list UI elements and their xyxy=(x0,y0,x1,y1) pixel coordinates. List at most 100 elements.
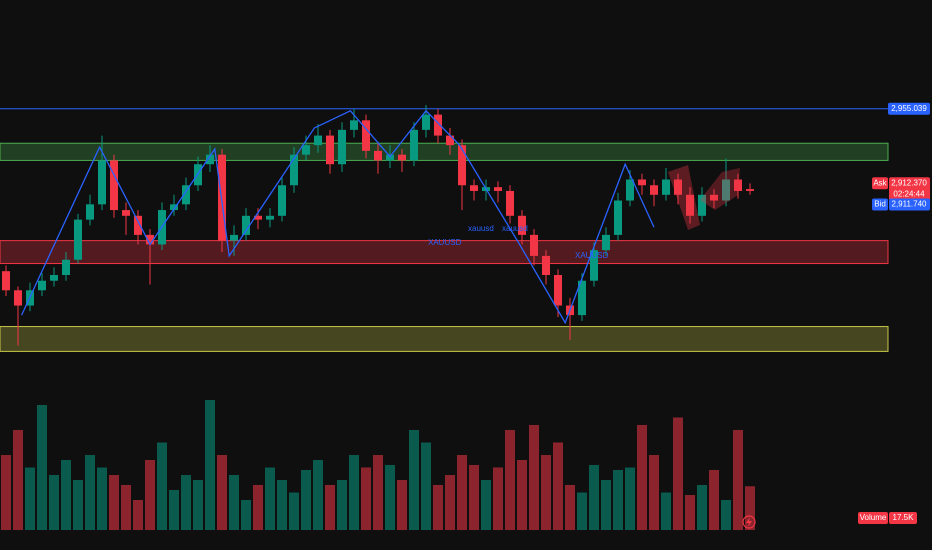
volume-bar xyxy=(85,455,95,530)
volume-bar xyxy=(313,460,323,530)
volume-bar xyxy=(685,495,695,530)
annotation: XAUUSD xyxy=(428,238,462,247)
volume-name-tag xyxy=(858,512,888,524)
candle-body xyxy=(110,160,118,211)
candle-body xyxy=(698,194,706,216)
volume-bar xyxy=(721,500,731,530)
volume-bar xyxy=(541,455,551,530)
volume-bar xyxy=(397,480,407,530)
candle-body xyxy=(746,189,754,191)
candle-body xyxy=(710,194,718,201)
candle-body xyxy=(614,200,622,235)
volume-bar xyxy=(217,455,227,530)
candle-body xyxy=(86,204,94,220)
volume-pane xyxy=(1,400,755,530)
candle-body xyxy=(602,234,610,251)
candle-body xyxy=(146,234,154,245)
volume-bar xyxy=(577,492,587,530)
zone xyxy=(0,142,889,161)
annotation: xauusd xyxy=(502,224,528,233)
candle-body xyxy=(530,234,538,256)
volume-bar xyxy=(445,475,455,530)
lightning xyxy=(746,517,752,527)
level-tag xyxy=(888,102,930,115)
volume-bar xyxy=(145,460,155,530)
candle-body xyxy=(470,185,478,191)
volume-bar xyxy=(613,470,623,530)
volume-bar xyxy=(325,485,335,530)
volume-label: 17.5K xyxy=(893,513,915,522)
candle-body xyxy=(506,190,514,216)
arrow-drawing xyxy=(668,165,700,230)
candle-body xyxy=(722,179,730,201)
volume-bar xyxy=(241,500,251,530)
volume-bar xyxy=(157,442,167,530)
candle-body xyxy=(242,215,250,235)
ask-price-tag xyxy=(889,177,930,190)
zigzag xyxy=(21,109,655,325)
volume-bar xyxy=(133,500,143,530)
countdown: 02:24:44 xyxy=(893,189,925,198)
volume-bar xyxy=(649,455,659,530)
candle-body xyxy=(542,255,550,275)
volume-name: Volume xyxy=(860,513,887,522)
candle-body xyxy=(398,154,406,161)
candle-body xyxy=(578,280,586,316)
bid-label: 2,911.740 xyxy=(892,200,928,209)
volume-bar xyxy=(661,492,671,530)
volume-bar xyxy=(637,425,647,530)
bid-tag xyxy=(872,198,888,211)
volume-bar xyxy=(97,467,107,530)
bid-name: Bid xyxy=(874,200,886,209)
volume-bar xyxy=(481,480,491,530)
candle-body xyxy=(626,179,634,201)
arrow-drawing xyxy=(700,168,740,210)
bid-price-tag xyxy=(889,198,930,211)
candle-body xyxy=(434,114,442,136)
candle-body xyxy=(122,210,130,216)
candle-body xyxy=(350,120,358,130)
candle-body xyxy=(134,215,142,235)
volume-bar xyxy=(1,455,11,530)
candle-body xyxy=(446,135,454,146)
volume-bar xyxy=(49,475,59,530)
replay-icon[interactable] xyxy=(742,515,756,529)
volume-bar xyxy=(589,465,599,530)
volume-bar xyxy=(553,442,563,530)
candle-body xyxy=(62,259,70,275)
volume-bar xyxy=(565,485,575,530)
candle-body xyxy=(50,275,58,281)
candle-body xyxy=(494,187,502,191)
candle-body xyxy=(182,185,190,205)
candle-body xyxy=(590,250,598,281)
candle-body xyxy=(326,135,334,165)
candle-body xyxy=(278,185,286,216)
annotation: XAUUSD xyxy=(575,251,609,260)
candle-body xyxy=(734,179,742,191)
volume-tag xyxy=(889,512,917,524)
volume-bar xyxy=(409,430,419,530)
ask-label: 2,912.370 xyxy=(891,178,927,187)
volume-bar xyxy=(517,460,527,530)
volume-bar xyxy=(13,430,23,530)
candle-body xyxy=(338,129,346,165)
candle-body xyxy=(686,194,694,216)
volume-bar xyxy=(457,455,467,530)
volume-bar xyxy=(697,485,707,530)
candle-body xyxy=(74,219,82,260)
candle-body xyxy=(230,234,238,241)
ask-tag xyxy=(872,177,888,190)
volume-bar xyxy=(61,460,71,530)
candle-body xyxy=(2,271,10,291)
volume-bar xyxy=(265,467,275,530)
annotation: xauusd xyxy=(468,224,494,233)
price-axis: 2,955.039 Ask 2,912.370 02:24:44 Bid 2,911.74… xyxy=(858,102,930,524)
volume-bar xyxy=(709,470,719,530)
candle-body xyxy=(674,179,682,195)
volume-bar xyxy=(181,475,191,530)
volume-bar xyxy=(229,475,239,530)
volume-bar xyxy=(625,467,635,530)
volume-bar xyxy=(121,485,131,530)
volume-bar xyxy=(529,425,539,530)
